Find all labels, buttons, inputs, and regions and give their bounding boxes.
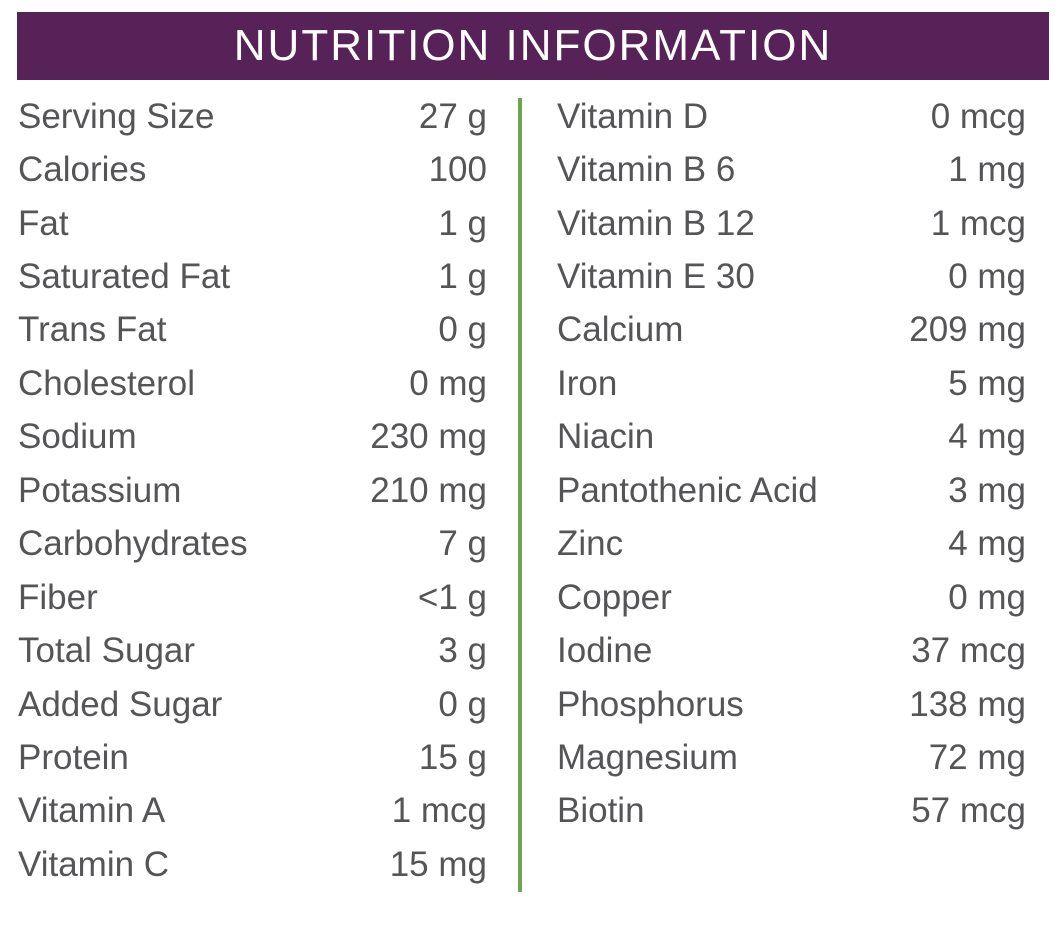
- nutrient-row: Vitamin C 15 mg: [18, 838, 487, 891]
- nutrient-row: Copper 0 mg: [557, 571, 1026, 624]
- nutrient-name: Niacin: [557, 417, 655, 457]
- nutrient-row: Vitamin B 12 1 mcg: [557, 197, 1026, 250]
- nutrient-value: 0 mg: [948, 577, 1026, 617]
- nutrient-value: 5 mg: [948, 363, 1026, 403]
- nutrient-name: Cholesterol: [18, 363, 196, 403]
- nutrient-row: Biotin 57 mcg: [557, 785, 1026, 838]
- nutrient-value: <1 g: [417, 577, 487, 617]
- nutrient-value: 100: [428, 150, 487, 190]
- nutrient-name: Potassium: [18, 470, 182, 510]
- nutrient-list-right: Vitamin D 0 mcg Vitamin B 6 1 mg Vitamin B 1…: [557, 90, 1026, 838]
- page-title: NUTRITION INFORMATION: [233, 21, 833, 70]
- nutrient-name: Total Sugar: [18, 631, 196, 671]
- nutrient-row: Zinc 4 mg: [557, 518, 1026, 571]
- nutrient-row: Magnesium 72 mg: [557, 731, 1026, 784]
- nutrition-header: NUTRITION INFORMATION: [17, 12, 1049, 80]
- nutrient-row: Protein 15 g: [18, 731, 487, 784]
- nutrient-value: 27 g: [418, 96, 487, 136]
- nutrient-name: Vitamin B 6: [557, 150, 736, 190]
- nutrient-list-left: Serving Size 27 g Calories 100 Fat 1 g Saturat…: [18, 90, 487, 892]
- nutrient-name: Trans Fat: [18, 310, 167, 350]
- nutrient-value: 37 mcg: [911, 631, 1026, 671]
- nutrient-name: Protein: [18, 737, 129, 777]
- nutrient-row: Total Sugar 3 g: [18, 624, 487, 677]
- nutrient-value: 15 g: [418, 737, 487, 777]
- nutrient-name: Calcium: [557, 310, 684, 350]
- nutrient-row: Vitamin D 0 mcg: [557, 90, 1026, 143]
- nutrient-row: Iron 5 mg: [557, 357, 1026, 410]
- nutrient-name: Vitamin B 12: [557, 203, 755, 243]
- nutrient-row: Trans Fat 0 g: [18, 304, 487, 357]
- column-divider: [518, 98, 522, 892]
- nutrient-value: 210 mg: [370, 470, 487, 510]
- nutrient-row: Sodium 230 mg: [18, 411, 487, 464]
- nutrient-name: Saturated Fat: [18, 257, 231, 297]
- nutrient-name: Phosphorus: [557, 684, 744, 724]
- nutrient-row: Vitamin E 30 0 mg: [557, 250, 1026, 303]
- nutrient-name: Vitamin D: [557, 96, 709, 136]
- nutrient-value: 57 mcg: [911, 791, 1026, 831]
- nutrient-value: 0 mg: [409, 363, 487, 403]
- nutrient-value: 4 mg: [948, 417, 1026, 457]
- nutrient-value: 1 mg: [948, 150, 1026, 190]
- nutrient-name: Biotin: [557, 791, 645, 831]
- nutrient-row: Serving Size 27 g: [18, 90, 487, 143]
- nutrient-value: 0 g: [438, 310, 487, 350]
- nutrient-row: Niacin 4 mg: [557, 411, 1026, 464]
- nutrient-name: Fat: [18, 203, 69, 243]
- nutrient-value: 0 mg: [948, 257, 1026, 297]
- nutrient-row: Vitamin B 6 1 mg: [557, 143, 1026, 196]
- nutrient-value: 7 g: [438, 524, 487, 564]
- nutrient-name: Added Sugar: [18, 684, 223, 724]
- nutrient-name: Copper: [557, 577, 672, 617]
- nutrient-value: 0 g: [438, 684, 487, 724]
- nutrient-name: Vitamin C: [18, 844, 170, 884]
- nutrient-name: Iron: [557, 363, 618, 403]
- nutrient-value: 1 g: [438, 203, 487, 243]
- nutrient-row: Pantothenic Acid 3 mg: [557, 464, 1026, 517]
- nutrient-value: 15 mg: [389, 844, 487, 884]
- nutrient-row: Added Sugar 0 g: [18, 678, 487, 731]
- nutrient-name: Vitamin A: [18, 791, 166, 831]
- nutrient-name: Magnesium: [557, 737, 738, 777]
- nutrient-name: Fiber: [18, 577, 98, 617]
- nutrient-row: Iodine 37 mcg: [557, 624, 1026, 677]
- nutrient-row: Vitamin A 1 mcg: [18, 785, 487, 838]
- nutrient-value: 1 g: [438, 257, 487, 297]
- nutrient-row: Phosphorus 138 mg: [557, 678, 1026, 731]
- nutrient-name: Carbohydrates: [18, 524, 248, 564]
- nutrient-row: Calories 100: [18, 143, 487, 196]
- nutrient-value: 1 mcg: [391, 791, 487, 831]
- nutrient-value: 209 mg: [909, 310, 1026, 350]
- nutrient-value: 72 mg: [928, 737, 1026, 777]
- nutrient-row: Potassium 210 mg: [18, 464, 487, 517]
- nutrient-name: Iodine: [557, 631, 653, 671]
- nutrient-name: Vitamin E 30: [557, 257, 755, 297]
- nutrient-value: 0 mcg: [930, 96, 1026, 136]
- nutrient-name: Pantothenic Acid: [557, 470, 818, 510]
- nutrient-row: Cholesterol 0 mg: [18, 357, 487, 410]
- nutrient-name: Zinc: [557, 524, 624, 564]
- nutrient-row: Calcium 209 mg: [557, 304, 1026, 357]
- nutrient-name: Calories: [18, 150, 147, 190]
- nutrient-value: 4 mg: [948, 524, 1026, 564]
- nutrient-name: Sodium: [18, 417, 137, 457]
- nutrient-row: Fat 1 g: [18, 197, 487, 250]
- nutrient-value: 230 mg: [370, 417, 487, 457]
- nutrient-row: Saturated Fat 1 g: [18, 250, 487, 303]
- nutrient-value: 3 g: [438, 631, 487, 671]
- nutrient-value: 1 mcg: [930, 203, 1026, 243]
- nutrient-value: 138 mg: [909, 684, 1026, 724]
- nutrient-row: Fiber <1 g: [18, 571, 487, 624]
- nutrient-row: Carbohydrates 7 g: [18, 518, 487, 571]
- nutrient-name: Serving Size: [18, 96, 215, 136]
- nutrient-value: 3 mg: [948, 470, 1026, 510]
